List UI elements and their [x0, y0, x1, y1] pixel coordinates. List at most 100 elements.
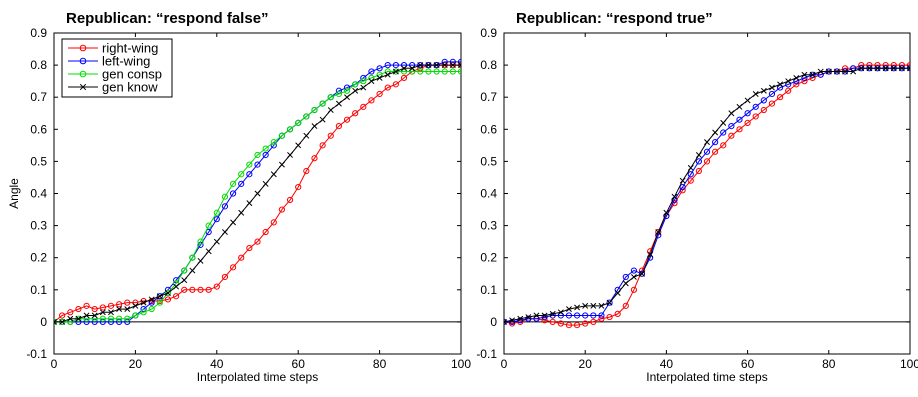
data-point	[99, 309, 106, 316]
data-point	[311, 155, 318, 162]
data-point	[148, 305, 155, 313]
data-point	[156, 293, 163, 300]
data-point	[630, 267, 638, 274]
data-point	[303, 113, 310, 120]
data-point	[842, 68, 848, 75]
data-point	[368, 78, 375, 85]
data-point	[392, 81, 399, 88]
chart-title: Republican: “respond true”	[516, 10, 713, 27]
data-point	[687, 171, 694, 178]
data-point	[392, 68, 399, 75]
data-point	[793, 74, 800, 81]
data-point	[704, 139, 710, 146]
data-point	[246, 161, 253, 168]
data-point	[107, 302, 115, 309]
data-point	[278, 161, 285, 168]
data-point	[83, 312, 90, 319]
data-point	[776, 94, 784, 101]
data-point	[793, 81, 800, 88]
data-point	[286, 126, 294, 133]
data-point	[809, 71, 816, 78]
y-tick-label: 0.4	[480, 187, 497, 201]
data-point	[295, 119, 302, 126]
data-point	[327, 94, 334, 101]
data-point	[286, 196, 294, 204]
data-point	[679, 183, 686, 191]
data-point	[124, 318, 131, 325]
series-left-wing	[54, 58, 461, 325]
x-tick-label: 100	[451, 357, 471, 371]
data-point	[335, 90, 342, 98]
data-point	[295, 183, 302, 191]
legend-marker	[79, 83, 87, 91]
data-point	[140, 309, 147, 316]
data-point	[504, 318, 508, 325]
data-point	[606, 299, 613, 306]
data-point	[107, 315, 115, 322]
data-point	[890, 65, 897, 72]
y-tick-label: 0.1	[30, 283, 47, 297]
data-point	[409, 65, 416, 72]
data-point	[352, 110, 359, 117]
data-point	[197, 238, 204, 245]
data-point	[99, 318, 106, 325]
data-point	[343, 87, 351, 94]
data-point	[384, 71, 391, 78]
y-tick-label: 0.2	[30, 251, 47, 265]
data-point	[858, 65, 865, 72]
data-point	[165, 290, 171, 296]
data-point	[124, 315, 131, 322]
data-point	[671, 193, 678, 200]
data-point	[238, 209, 245, 216]
data-point	[573, 322, 581, 329]
data-point	[866, 65, 873, 72]
data-point	[205, 248, 212, 255]
data-point	[181, 267, 188, 274]
legend-marker	[79, 57, 87, 65]
data-point	[376, 74, 383, 81]
data-point	[590, 312, 597, 319]
data-point	[140, 299, 147, 306]
data-point	[533, 312, 540, 319]
data-point	[91, 318, 98, 325]
series-left-wing	[504, 65, 910, 325]
data-point	[221, 193, 229, 200]
data-point	[319, 142, 326, 149]
data-point	[712, 139, 719, 146]
data-point	[376, 65, 383, 72]
data-point	[517, 315, 524, 322]
data-point	[817, 68, 824, 75]
x-tick-label: 60	[741, 357, 755, 371]
data-point	[189, 267, 196, 274]
axes-box	[503, 32, 911, 355]
data-point	[622, 280, 629, 287]
data-point	[229, 190, 237, 197]
data-point	[622, 302, 629, 309]
series-gen-know	[504, 65, 910, 325]
series-line	[54, 61, 461, 323]
data-point	[565, 312, 573, 319]
data-point	[541, 317, 548, 324]
legend-entry: gen know	[68, 80, 158, 95]
data-point	[335, 122, 342, 130]
data-point	[99, 304, 106, 311]
data-point	[525, 315, 532, 322]
data-point	[173, 293, 180, 300]
data-point	[238, 171, 245, 178]
data-point	[205, 228, 212, 236]
data-point	[311, 106, 318, 114]
plot-area	[504, 62, 910, 329]
data-point	[541, 312, 548, 319]
data-point	[647, 251, 654, 258]
data-point	[392, 68, 399, 75]
y-tick-label: 0	[490, 315, 497, 329]
data-point	[344, 94, 350, 101]
data-point	[712, 148, 719, 155]
data-point	[108, 309, 114, 316]
data-point	[262, 228, 269, 236]
data-point	[744, 119, 751, 126]
data-point	[598, 302, 605, 309]
data-point	[221, 203, 229, 210]
